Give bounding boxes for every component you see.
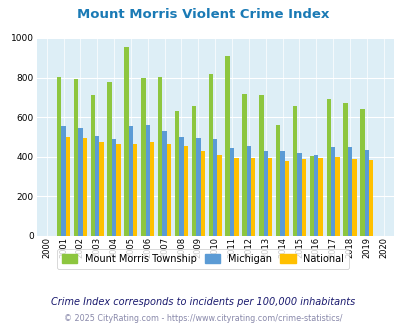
Text: © 2025 CityRating.com - https://www.cityrating.com/crime-statistics/: © 2025 CityRating.com - https://www.city…: [64, 314, 341, 323]
Bar: [351, 159, 356, 236]
Bar: [179, 137, 183, 236]
Bar: [66, 137, 70, 236]
Bar: [95, 136, 99, 236]
Bar: [213, 139, 217, 236]
Bar: [359, 109, 364, 236]
Bar: [246, 146, 250, 236]
Bar: [242, 94, 246, 236]
Bar: [335, 157, 339, 236]
Bar: [145, 125, 149, 236]
Bar: [318, 158, 322, 236]
Bar: [61, 126, 66, 236]
Bar: [280, 151, 284, 236]
Bar: [74, 79, 78, 236]
Bar: [149, 142, 154, 236]
Bar: [162, 131, 166, 236]
Bar: [229, 148, 234, 236]
Bar: [158, 77, 162, 236]
Bar: [292, 106, 296, 236]
Bar: [347, 147, 351, 236]
Bar: [90, 95, 95, 236]
Bar: [191, 106, 196, 236]
Bar: [330, 147, 335, 236]
Bar: [128, 126, 133, 236]
Bar: [133, 144, 137, 236]
Bar: [313, 155, 318, 236]
Bar: [368, 160, 373, 236]
Bar: [263, 151, 267, 236]
Bar: [326, 99, 330, 236]
Bar: [217, 155, 221, 236]
Bar: [275, 125, 280, 236]
Bar: [250, 158, 255, 236]
Bar: [124, 47, 128, 236]
Bar: [196, 138, 200, 236]
Bar: [166, 144, 171, 236]
Bar: [343, 103, 347, 236]
Bar: [82, 138, 87, 236]
Bar: [200, 151, 205, 236]
Legend: Mount Morris Township, Michigan, National: Mount Morris Township, Michigan, Nationa…: [57, 249, 348, 269]
Bar: [57, 77, 61, 236]
Bar: [99, 142, 104, 236]
Bar: [107, 82, 112, 236]
Bar: [175, 111, 179, 236]
Bar: [116, 144, 120, 236]
Bar: [208, 74, 213, 236]
Bar: [364, 150, 368, 236]
Bar: [309, 156, 313, 236]
Bar: [258, 95, 263, 236]
Text: Mount Morris Violent Crime Index: Mount Morris Violent Crime Index: [77, 8, 328, 21]
Text: Crime Index corresponds to incidents per 100,000 inhabitants: Crime Index corresponds to incidents per…: [51, 297, 354, 307]
Bar: [301, 159, 305, 236]
Bar: [78, 128, 82, 236]
Bar: [267, 158, 272, 236]
Bar: [141, 78, 145, 236]
Bar: [183, 146, 188, 236]
Bar: [296, 153, 301, 236]
Bar: [112, 139, 116, 236]
Bar: [234, 158, 238, 236]
Bar: [284, 161, 288, 236]
Bar: [225, 56, 229, 236]
